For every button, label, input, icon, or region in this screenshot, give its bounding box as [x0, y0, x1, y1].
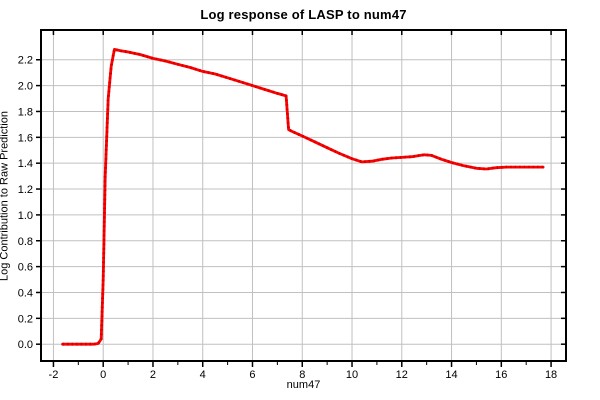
x-tick-label: 18	[545, 369, 557, 381]
y-tick-label: 0.0	[18, 339, 33, 351]
x-tick-label: -2	[49, 369, 59, 381]
x-axis-label: num47	[286, 379, 321, 391]
x-tick-label: 8	[299, 369, 305, 381]
x-tick-label: 12	[396, 369, 408, 381]
x-tick-label: 10	[346, 369, 358, 381]
y-tick-label: 2.0	[18, 81, 33, 93]
y-tick-label: 2.2	[18, 55, 33, 67]
y-tick-label: 0.2	[18, 313, 33, 325]
y-tick-label: 0.4	[18, 287, 33, 299]
x-tick-label: 2	[150, 369, 156, 381]
x-tick-label: 0	[100, 369, 106, 381]
y-tick-label: 0.6	[18, 262, 33, 274]
y-tick-label: 0.8	[18, 236, 33, 248]
y-tick-label: 1.8	[18, 106, 33, 118]
y-tick-label: 1.0	[18, 210, 33, 222]
y-axis-label: Log Contribution to Raw Prediction	[0, 111, 10, 281]
plot-frame	[40, 29, 567, 362]
series-line	[61, 48, 545, 346]
y-tick-label: 1.6	[18, 132, 33, 144]
x-tick-label: 16	[495, 369, 507, 381]
y-tick-label: 1.4	[18, 158, 33, 170]
series-line-dot-texture	[62, 48, 544, 346]
chart-title: Log response of LASP to num47	[200, 7, 407, 22]
x-tick-label: 14	[445, 369, 457, 381]
y-tick-label: 1.2	[18, 184, 33, 196]
x-tick-label: 6	[249, 369, 255, 381]
x-tick-label: 4	[200, 369, 206, 381]
